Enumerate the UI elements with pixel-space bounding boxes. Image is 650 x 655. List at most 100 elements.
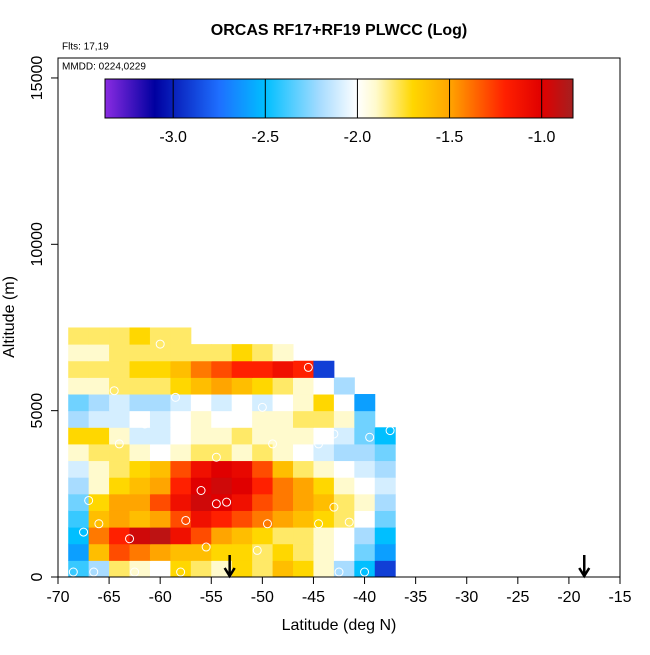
heat-cell (129, 543, 151, 561)
heat-cell (293, 560, 314, 578)
heat-cell (88, 410, 110, 428)
observation-point (344, 517, 354, 527)
heat-cell (231, 344, 253, 362)
heat-cell (231, 410, 253, 428)
heat-cell (211, 427, 233, 445)
heat-cell (149, 460, 171, 478)
heat-cell (252, 477, 274, 495)
heat-cell (374, 460, 396, 478)
heat-cell (190, 477, 212, 495)
heat-cell (333, 560, 355, 578)
heat-cell (170, 394, 192, 412)
observation-point (130, 567, 140, 577)
observation-point (329, 429, 339, 439)
y-tick-label: 0 (29, 572, 46, 581)
heat-cell (149, 527, 171, 545)
heat-cell (149, 377, 171, 395)
heat-cell (170, 443, 192, 462)
heat-cell (211, 394, 233, 412)
heat-cell (231, 560, 253, 578)
heat-cell (374, 543, 396, 561)
heat-cell (190, 394, 212, 412)
heat-cell (272, 377, 294, 395)
heat-cell (313, 510, 335, 528)
heat-cell (293, 527, 314, 545)
heat-cell (109, 427, 131, 445)
heat-cell (109, 560, 131, 578)
observation-point (349, 362, 359, 372)
heat-cell (354, 527, 376, 545)
heat-cell (68, 460, 90, 478)
heat-cell (109, 344, 131, 362)
heat-cell (190, 377, 212, 395)
heat-cell (170, 410, 192, 428)
heat-cell (231, 527, 253, 545)
x-tick-label: -40 (353, 589, 376, 606)
heat-cell (293, 477, 314, 495)
heat-cell (211, 360, 233, 378)
x-tick-label: -15 (608, 589, 631, 606)
heat-cell (88, 377, 110, 395)
heat-cell (190, 543, 212, 561)
heat-cell (68, 360, 90, 378)
heat-cell (374, 510, 396, 528)
observation-point (262, 519, 272, 529)
heat-cell (333, 394, 355, 412)
observation-point (84, 495, 94, 505)
heat-cell (88, 443, 110, 462)
x-tick-label: -55 (200, 589, 223, 606)
heat-cell (333, 460, 355, 478)
heat-cell (313, 410, 335, 428)
x-axis-label: Latitude (deg N) (282, 617, 397, 634)
observation-point (171, 392, 181, 402)
heat-cell (252, 443, 274, 462)
heat-cell (170, 327, 192, 345)
heat-cell (129, 327, 151, 345)
annotation: Flts: 17,19 (62, 42, 109, 53)
observation-point (89, 567, 99, 577)
heat-cell (231, 443, 253, 462)
heat-cell (272, 510, 294, 528)
y-tick-label: 15000 (29, 56, 46, 101)
heat-cell (333, 477, 355, 495)
heat-cell (109, 493, 131, 511)
arrow (223, 555, 236, 579)
heat-cell (129, 394, 151, 412)
heat-cell (190, 460, 212, 478)
observation-point (181, 515, 191, 525)
heat-cell (170, 344, 192, 362)
heat-cell (109, 543, 131, 561)
y-tick-label: 10000 (29, 222, 46, 267)
heat-cell (149, 410, 171, 428)
heat-cell (333, 443, 355, 462)
heat-cell (88, 477, 110, 495)
heat-cell (149, 394, 171, 412)
heat-cell (313, 443, 335, 462)
heat-cell (68, 493, 90, 511)
heat-cell (211, 460, 233, 478)
heat-cell (293, 427, 314, 445)
heat-cell (211, 344, 233, 362)
heat-cell (272, 360, 294, 378)
x-tick-label: -50 (251, 589, 274, 606)
heat-cell (190, 443, 212, 462)
heat-cell (374, 527, 396, 545)
heat-cell (272, 344, 294, 362)
heat-cell (190, 493, 212, 511)
heat-cell (231, 543, 253, 561)
heat-cell (231, 477, 253, 495)
x-tick-label: -65 (98, 589, 121, 606)
heat-cell (68, 543, 90, 561)
heat-cell (231, 460, 253, 478)
heat-cell (272, 460, 294, 478)
heat-cell (149, 477, 171, 495)
heat-cell (170, 460, 192, 478)
observation-point (360, 567, 370, 577)
heat-cell (68, 344, 90, 362)
heat-cell (170, 510, 192, 528)
heat-cell (149, 327, 171, 345)
colorbar-tick-label: -2.0 (344, 129, 372, 146)
heat-cell (313, 493, 335, 511)
heat-cell (252, 493, 274, 511)
heat-cell (252, 527, 274, 545)
